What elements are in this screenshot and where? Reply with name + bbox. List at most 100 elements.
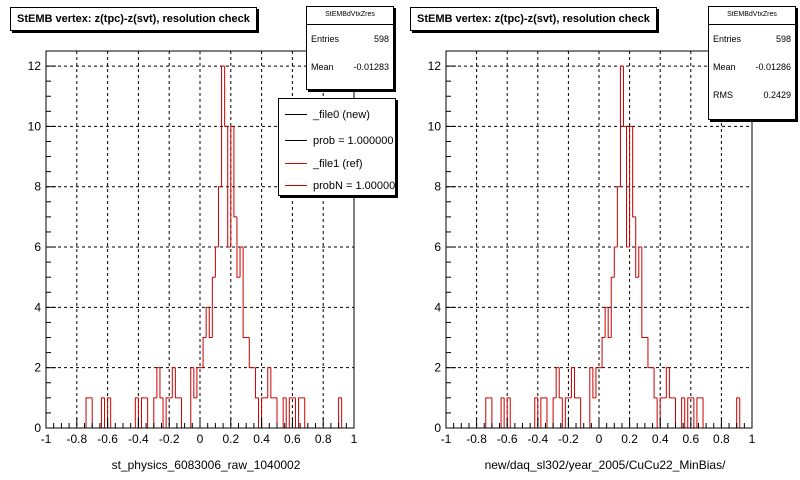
- histogram-bin: [626, 126, 630, 248]
- histogram-bin: [564, 397, 569, 428]
- x-tick-label: -0.2: [159, 432, 180, 446]
- histogram-bin: [610, 276, 615, 338]
- x-tick-label: 1: [749, 432, 756, 446]
- stats-label: RMS: [713, 90, 733, 100]
- histogram-bin: [555, 367, 560, 398]
- histogram-bin: [140, 397, 145, 428]
- y-axis: 0 2 4 6 8 10 12: [428, 50, 456, 435]
- histogram-bin: [641, 247, 645, 339]
- histogram-bin: [267, 367, 271, 398]
- histogram-bin: [254, 367, 259, 399]
- stats-name-left: StEMBdVtxZres: [307, 7, 393, 25]
- y-tick-label: 12: [28, 59, 42, 73]
- histogram-bin: [589, 367, 593, 428]
- x-tick-label: -0.4: [527, 432, 548, 446]
- histogram-bin: [604, 306, 609, 338]
- x-tick-label: -0.8: [66, 432, 87, 446]
- x-tick-label: 1: [351, 432, 358, 446]
- legend-line-icon: [285, 185, 307, 186]
- histogram-bin: [574, 367, 578, 399]
- histogram-bin: [270, 367, 274, 399]
- histogram-bin: [638, 246, 642, 278]
- histogram-bin: [739, 397, 743, 429]
- histogram-bin: [230, 125, 234, 248]
- x-tick-label: 0.6: [284, 432, 301, 446]
- histogram-bin: [174, 367, 179, 399]
- histogram-bin: [110, 397, 114, 429]
- histogram-bin: [736, 397, 740, 428]
- stats-row-mean-right: Mean -0.01286: [709, 53, 795, 81]
- histogram-bin: [659, 397, 664, 428]
- x-tick-label: 0.4: [253, 432, 270, 446]
- histogram-bin: [217, 186, 222, 248]
- stats-box-left[interactable]: StEMBdVtxZres Entries 598 Mean -0.01283: [306, 6, 394, 90]
- stats-label: Entries: [713, 34, 742, 44]
- histogram-bin: [534, 397, 538, 428]
- histogram-bin: [632, 126, 636, 218]
- stats-label: Mean: [713, 62, 736, 72]
- y-tick-label: 2: [434, 361, 441, 375]
- y-tick-label: 2: [34, 361, 41, 375]
- y-tick-label: 12: [428, 59, 442, 73]
- x-axis: -1 -0.8 -0.6 -0.4 -0.2 0 0.2 0.4 0.6 0.8 1: [441, 418, 756, 446]
- legend-entry-probn: probN = 1.000000: [279, 175, 395, 195]
- x-tick-label: 0.4: [652, 432, 669, 446]
- x-tick-label: 0.2: [222, 432, 239, 446]
- histogram-bin: [165, 397, 170, 428]
- y-tick-label: 4: [434, 300, 441, 314]
- x-tick-label: -0.4: [128, 432, 149, 446]
- histogram-bin: [196, 367, 200, 398]
- histogram-bin: [248, 337, 253, 369]
- histogram-bin: [288, 397, 293, 428]
- y-tick-label: 0: [434, 421, 441, 435]
- x-axis-label: new/daq_sl302/year_2005/CuCu22_MinBias/: [485, 458, 726, 472]
- histogram-bin: [595, 367, 599, 398]
- histogram-bin: [592, 367, 596, 399]
- histogram-bin: [540, 397, 544, 428]
- histogram-bin: [159, 367, 164, 399]
- histogram-bin: [147, 397, 151, 429]
- histogram-bin: [485, 397, 489, 428]
- histogram-bin: [85, 397, 90, 428]
- histogram-plot-right: -1 -0.8 -0.6 -0.4 -0.2 0 0.2 0.4 0.6 0.8 1 new/daq_…: [428, 50, 756, 472]
- x-tick-label: -0.6: [497, 432, 518, 446]
- histogram-bin: [208, 307, 213, 339]
- legend-entry-file0: _file0 (new): [279, 101, 395, 129]
- y-axis: 0 2 4 6 8 10 12: [28, 50, 56, 435]
- histogram-bin: [205, 306, 210, 338]
- y-tick-label: 6: [34, 240, 41, 254]
- histogram-bin: [696, 397, 700, 428]
- legend-box[interactable]: _file0 (new) prob = 1.000000 _file1 (ref…: [278, 98, 396, 196]
- y-tick-label: 0: [34, 421, 41, 435]
- legend-entry-prob: prob = 1.000000: [279, 129, 395, 153]
- histogram-bin: [100, 397, 105, 428]
- histogram-bin: [239, 246, 244, 278]
- plot-title-left: StEMB vertex: z(tpc)-z(svt), resolution …: [10, 7, 257, 31]
- stats-box-right[interactable]: StEMBdVtxZres Entries 598 Mean -0.01286 …: [708, 6, 796, 120]
- histogram-bin: [570, 367, 575, 398]
- plot-title-right: StEMB vertex: z(tpc)-z(svt), resolution …: [410, 7, 657, 31]
- histogram-bin: [211, 276, 216, 338]
- histogram-bin: [221, 65, 225, 187]
- y-tick-label: 4: [34, 300, 41, 314]
- y-tick-label: 8: [34, 180, 41, 194]
- histogram-bin: [687, 397, 691, 428]
- histogram-bin: [653, 367, 658, 399]
- histogram-plot-left: -1 -0.8 -0.6 -0.4 -0.2 0 0.2 0.4 0.6 0.8 1 st_physi…: [28, 50, 358, 472]
- histogram-bin: [298, 397, 302, 428]
- histogram-bin: [552, 397, 557, 428]
- left-panel: -1 -0.8 -0.6 -0.4 -0.2 0 0.2 0.4 0.6 0.8 1 st_physi…: [10, 6, 396, 472]
- legend-line-icon: [285, 140, 307, 141]
- histogram-bin: [236, 216, 241, 278]
- stats-label: Entries: [311, 34, 340, 44]
- histogram-bin: [647, 337, 652, 369]
- histogram-bin: [156, 367, 160, 398]
- x-tick-label: -0.6: [97, 432, 118, 446]
- histogram-bin: [282, 397, 287, 428]
- legend-label: _file1 (ref): [313, 158, 363, 170]
- histogram-bin: [224, 66, 228, 127]
- stats-row-entries-left: Entries 598: [307, 25, 393, 53]
- histogram-bin: [668, 367, 673, 399]
- histogram-bin: [242, 247, 247, 339]
- histogram-bin: [202, 337, 207, 368]
